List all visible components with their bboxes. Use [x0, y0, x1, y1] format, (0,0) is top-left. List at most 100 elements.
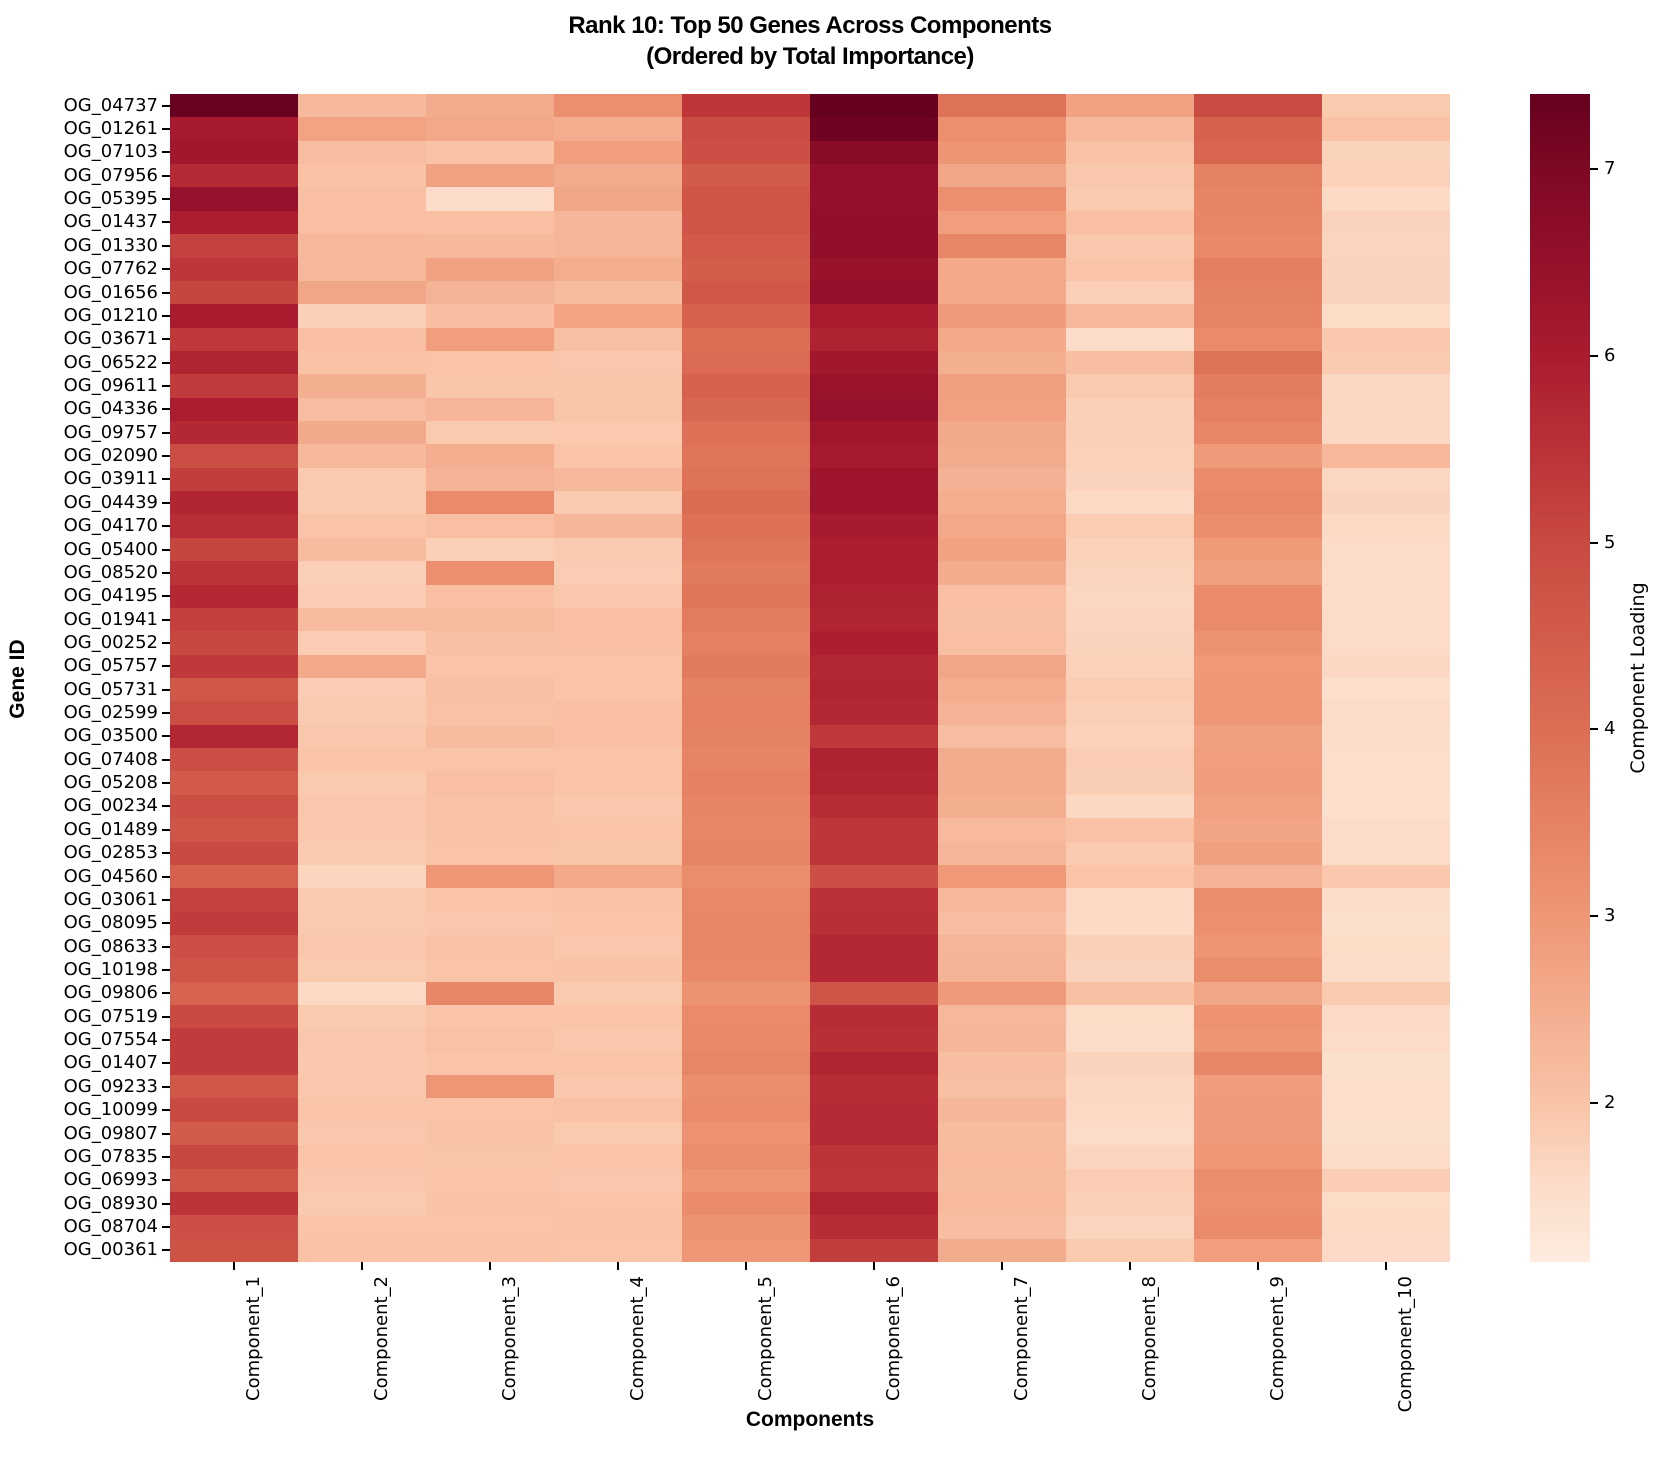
heatmap-cell [170, 257, 298, 281]
heatmap-cell [938, 724, 1066, 749]
heatmap-cell [554, 164, 682, 188]
heatmap-cell [938, 421, 1066, 445]
heatmap-cell [170, 607, 298, 632]
heatmap-cell [426, 678, 554, 702]
y-tick-label: OG_00252 [63, 631, 158, 653]
y-tick-mark [162, 128, 170, 131]
heatmap-cell [426, 654, 554, 678]
heatmap-cell [938, 537, 1066, 562]
heatmap-cell [1066, 257, 1194, 281]
heatmap-cell [426, 491, 554, 515]
y-tick-label: OG_10099 [63, 1099, 158, 1121]
heatmap-cell [810, 1168, 938, 1192]
heatmap-cell [1322, 350, 1450, 375]
heatmap-cell [426, 607, 554, 632]
heatmap-cell [1066, 654, 1194, 678]
heatmap-cell [1194, 350, 1322, 375]
heatmap-cell [810, 537, 938, 562]
heatmap-cell [554, 537, 682, 562]
heatmap-cell [298, 678, 426, 702]
heatmap-cell [298, 444, 426, 468]
heatmap-cell [170, 280, 298, 305]
heatmap-cell [298, 701, 426, 725]
heatmap-cell [170, 794, 298, 819]
heatmap-cell [810, 1121, 938, 1146]
heatmap-cell [554, 421, 682, 445]
x-tick-mark [873, 1262, 875, 1270]
heatmap-cell [170, 818, 298, 842]
heatmap-cell [426, 537, 554, 562]
heatmap-cell [170, 327, 298, 351]
y-tick-label: OG_05731 [63, 678, 158, 700]
heatmap-cell [682, 911, 810, 935]
heatmap-cell [1194, 1191, 1322, 1216]
heatmap-cell [682, 140, 810, 165]
heatmap-cell [554, 934, 682, 959]
y-tick-label: OG_04560 [63, 865, 158, 887]
heatmap-cell [1322, 748, 1450, 772]
heatmap-cell [682, 350, 810, 375]
heatmap-cell [426, 327, 554, 351]
heatmap-cell [426, 911, 554, 935]
heatmap-cell [1066, 1121, 1194, 1146]
heatmap-cell [682, 724, 810, 749]
heatmap-cell [1322, 981, 1450, 1006]
heatmap-cell [938, 631, 1066, 655]
heatmap-cell [170, 1075, 298, 1099]
heatmap-cell [554, 631, 682, 655]
heatmap-cell [298, 818, 426, 842]
heatmap-cell [1066, 1051, 1194, 1076]
heatmap-cell [938, 958, 1066, 982]
heatmap-cell [1066, 537, 1194, 562]
x-tick-mark [361, 1262, 363, 1270]
heatmap-cell [682, 491, 810, 515]
y-tick-mark [162, 571, 170, 574]
heatmap-cell [426, 280, 554, 305]
heatmap-cell [1066, 981, 1194, 1006]
y-tick-label: OG_03671 [63, 328, 158, 350]
heatmap-cell [554, 958, 682, 982]
heatmap-cell [682, 210, 810, 235]
y-tick-mark [162, 595, 170, 598]
heatmap-cell [298, 234, 426, 258]
heatmap-cell [682, 537, 810, 562]
y-tick-mark [162, 1109, 170, 1112]
heatmap-cell [810, 1238, 938, 1262]
colorbar-tick-label: 4 [1604, 718, 1616, 740]
heatmap-cell [1194, 421, 1322, 445]
y-tick-mark [162, 198, 170, 201]
y-tick-label: OG_07762 [63, 258, 158, 280]
heatmap-cell [938, 818, 1066, 842]
heatmap-cell [170, 748, 298, 772]
heatmap-cell [810, 1028, 938, 1052]
y-tick-mark [162, 1062, 170, 1065]
heatmap-cell [1194, 234, 1322, 258]
heatmap-cell [298, 327, 426, 351]
y-tick-mark [162, 758, 170, 761]
heatmap-cell [938, 1121, 1066, 1146]
chart-title-line1: Rank 10: Top 50 Genes Across Components [568, 12, 1052, 39]
heatmap-cell [938, 888, 1066, 912]
heatmap-cell [1066, 1168, 1194, 1192]
heatmap-cell [810, 724, 938, 749]
heatmap-cell [298, 981, 426, 1006]
y-tick-label: OG_01210 [63, 304, 158, 326]
heatmap-cell [810, 164, 938, 188]
heatmap-cell [810, 934, 938, 959]
heatmap-cell [938, 374, 1066, 398]
heatmap-cell [1322, 701, 1450, 725]
y-tick-mark [162, 922, 170, 925]
heatmap-cell [554, 94, 682, 118]
heatmap-cell [682, 421, 810, 445]
heatmap-cell [1194, 584, 1322, 608]
heatmap-cell [426, 350, 554, 375]
heatmap-cell [170, 421, 298, 445]
heatmap-cell [298, 1075, 426, 1099]
heatmap-cell [938, 304, 1066, 328]
x-tick-label: Component_8 [1139, 1276, 1160, 1401]
y-tick-label: OG_04336 [63, 398, 158, 420]
y-tick-label: OG_05757 [63, 655, 158, 677]
heatmap-cell [1066, 1145, 1194, 1169]
heatmap-cell [1194, 1168, 1322, 1192]
heatmap-cell [554, 117, 682, 141]
